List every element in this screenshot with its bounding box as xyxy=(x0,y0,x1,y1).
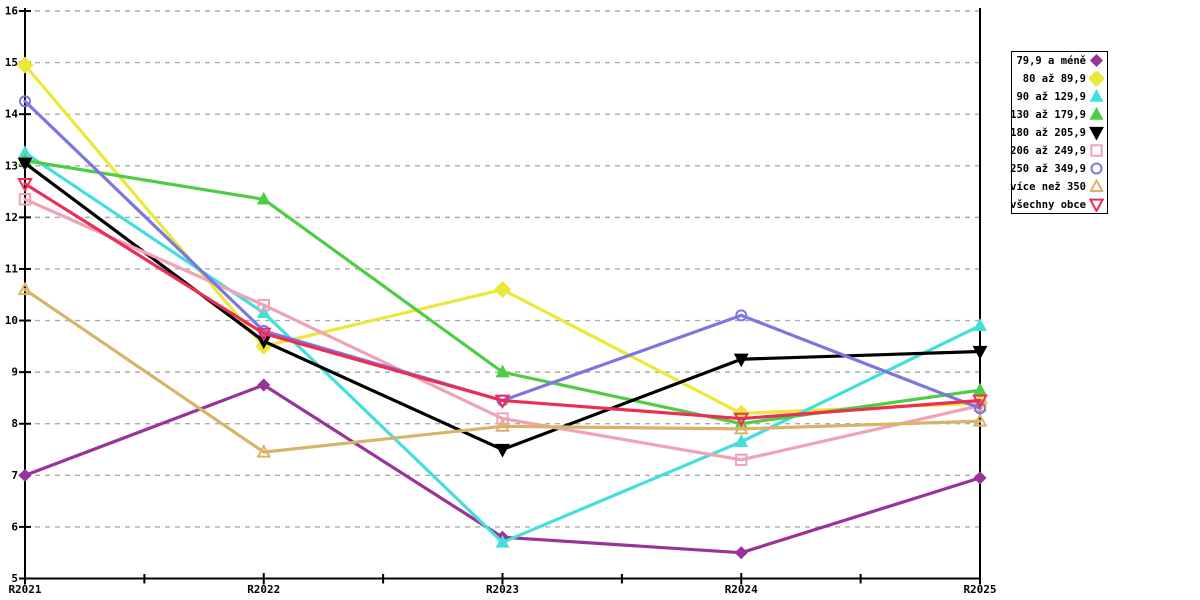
data-point-marker xyxy=(1089,53,1104,68)
data-point-marker xyxy=(733,420,749,435)
data-point-marker xyxy=(494,394,511,410)
legend-marker-icon xyxy=(1089,71,1104,86)
data-point-marker xyxy=(17,177,33,193)
data-point-marker xyxy=(1089,198,1104,212)
data-point-marker xyxy=(495,534,510,548)
data-point-marker xyxy=(972,413,988,427)
data-point-marker xyxy=(255,327,272,343)
data-point-marker xyxy=(972,394,988,410)
legend-label: 80 až 89,9 xyxy=(1022,72,1086,85)
legend-marker-icon xyxy=(1089,198,1104,212)
y-tick-label: 5 xyxy=(11,572,18,585)
data-point-marker xyxy=(1090,162,1103,175)
legend-item: 206 až 249,9 xyxy=(1010,142,1107,160)
legend-item: více než 350 xyxy=(1010,178,1107,196)
data-point-marker xyxy=(19,95,31,108)
y-tick-label: 13 xyxy=(5,159,18,172)
data-point-marker xyxy=(17,281,33,296)
y-tick-label: 12 xyxy=(5,211,18,224)
data-point-marker xyxy=(17,157,33,172)
legend-marker-icon xyxy=(1089,107,1104,120)
legend-marker-icon xyxy=(1089,126,1104,140)
series-line xyxy=(23,182,982,421)
series-line xyxy=(23,287,982,454)
legend-label: více než 350 xyxy=(1010,180,1086,193)
legend-item: 79,9 a méně xyxy=(1012,52,1107,70)
legend-label: 206 až 249,9 xyxy=(1010,144,1086,157)
legend-marker-icon xyxy=(1089,179,1104,192)
data-point-marker xyxy=(493,281,512,299)
data-point-marker xyxy=(256,305,271,319)
x-axis-ticks: R2021 R2022 R2023 R2024 R2025 xyxy=(8,573,997,596)
data-point-marker xyxy=(973,318,987,331)
data-point-marker xyxy=(733,353,749,368)
data-point-marker xyxy=(256,444,272,458)
data-point-marker xyxy=(1089,179,1104,192)
data-point-marker xyxy=(972,345,988,360)
data-point-marker xyxy=(1089,71,1104,86)
data-point-marker xyxy=(1089,107,1104,120)
data-point-marker xyxy=(257,378,271,392)
legend-item: 80 až 89,9 xyxy=(1012,70,1107,88)
y-tick-label: 10 xyxy=(5,314,18,327)
data-point-marker xyxy=(16,56,34,74)
legend-label: 130 až 179,9 xyxy=(1010,108,1086,121)
data-point-marker xyxy=(733,412,750,428)
data-point-marker xyxy=(735,309,748,322)
legend-item: všechny obce xyxy=(1010,196,1107,214)
x-tick-label: R2023 xyxy=(486,583,519,596)
y-axis-ticks: 5 6 7 8 9 10 11 12 13 14 15 16 xyxy=(5,5,31,585)
x-tick-label: R2021 xyxy=(8,583,41,596)
data-point-marker xyxy=(734,546,748,560)
data-point-marker xyxy=(735,453,748,467)
data-point-marker xyxy=(495,418,510,432)
data-point-marker xyxy=(18,193,32,206)
legend-label: 180 až 205,9 xyxy=(1010,126,1086,139)
legend-marker-icon xyxy=(1090,144,1103,157)
legend-item: 180 až 205,9 xyxy=(1010,124,1107,142)
legend-label: 90 až 129,9 xyxy=(1016,90,1086,103)
legend-label: všechny obce xyxy=(1010,198,1086,211)
legend-item: 250 až 349,9 xyxy=(1010,160,1107,178)
data-point-marker xyxy=(1089,89,1104,102)
y-tick-label: 9 xyxy=(11,366,18,379)
x-tick-label: R2024 xyxy=(725,583,758,596)
y-tick-label: 11 xyxy=(5,262,19,275)
data-point-marker xyxy=(1090,144,1103,157)
legend: 79,9 a méně 80 až 89,9 90 až 129,9 130 až 1… xyxy=(1010,51,1108,214)
data-point-marker xyxy=(495,364,510,378)
x-tick-label: R2022 xyxy=(247,583,280,596)
data-point-marker xyxy=(1089,126,1104,140)
y-tick-label: 8 xyxy=(11,417,18,430)
y-tick-label: 15 xyxy=(5,56,18,69)
data-point-marker xyxy=(495,443,510,458)
legend-marker-icon xyxy=(1090,162,1103,175)
legend-label: 250 až 349,9 xyxy=(1010,162,1086,175)
data-point-marker xyxy=(734,434,749,448)
data-point-marker xyxy=(256,191,271,205)
y-tick-label: 7 xyxy=(11,469,18,482)
y-tick-label: 16 xyxy=(5,5,19,18)
legend-item: 130 až 179,9 xyxy=(1010,106,1107,124)
series-v-ce-ne-350 xyxy=(17,281,988,458)
data-point-marker xyxy=(257,298,270,312)
data-point-marker xyxy=(973,471,987,485)
x-tick-label: R2025 xyxy=(963,583,996,596)
data-point-marker xyxy=(496,412,509,425)
legend-marker-icon xyxy=(1089,89,1104,102)
legend-marker-icon xyxy=(1089,53,1104,68)
series-v-echny-obce xyxy=(17,177,988,428)
series-90-a-129-9 xyxy=(18,145,987,548)
y-tick-label: 6 xyxy=(11,520,18,533)
legend-label: 79,9 a méně xyxy=(1016,54,1086,67)
legend-item: 90 až 129,9 xyxy=(1012,88,1107,106)
data-point-marker xyxy=(18,468,32,482)
y-tick-label: 14 xyxy=(5,108,19,121)
